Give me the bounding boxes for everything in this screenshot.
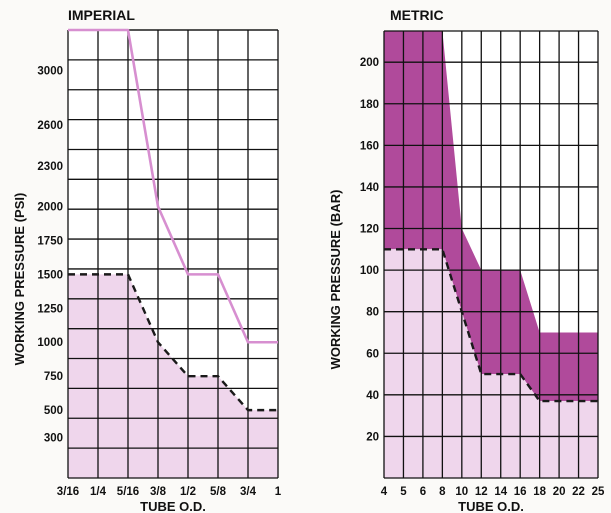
panel-2-lower-fill-area [384,249,598,478]
panel-1-y-tick-label: 500 [44,405,63,417]
panel-2-y-tick-label: 40 [366,390,379,402]
panel-2-x-axis-title: TUBE O.D. [458,499,524,513]
panel-1-y-tick-label: 1500 [37,269,63,281]
panel-2-y-tick-label: 80 [366,307,379,319]
panel-2-x-tick-label: 22 [572,486,585,498]
panel-1-y-tick-label: 3000 [37,66,63,78]
panel-2-y-tick-label: 160 [360,140,379,152]
panel-2-x-tick-label: 5 [400,486,407,498]
panel-2-y-axis-title: WORKING PRESSURE (BAR) [328,190,343,370]
panel-2-y-tick-label: 200 [360,57,379,69]
panel-1-y-tick-label: 750 [44,371,63,383]
panel-1-x-axis-title: TUBE O.D. [140,499,206,513]
panel-1-y-tick-label: 2000 [37,201,63,213]
panel-1-x-tick-label: 1/4 [90,486,107,498]
panel-2-x-tick-label: 12 [475,486,488,498]
panel-1-x-tick-label: 1/2 [180,486,196,498]
panel-1-y-tick-label: 1750 [37,235,63,247]
panel-2-x-tick-label: 6 [420,486,426,498]
panel-1-x-tick-label: 3/16 [57,486,79,498]
panel-1-y-tick-label: 2300 [37,161,63,173]
panel-1-max-pressure-line [68,28,278,344]
panel-1-dashed-pressure-line [68,273,278,412]
panel-2-x-tick-label: 20 [553,486,566,498]
panel-2-x-tick-label: 4 [381,486,388,498]
panel-1-lower-fill-area [68,274,278,478]
panel-1-title: IMPERIAL [68,7,135,23]
panel-2-x-tick-label: 10 [455,486,468,498]
panel-1-y-axis-title: WORKING PRESSURE (PSI) [12,193,27,366]
panel-2-x-tick-label: 8 [439,486,446,498]
panel-2-y-tick-label: 20 [366,431,379,443]
panel-2-x-tick-label: 14 [494,486,507,498]
panel-1-x-tick-label: 1 [275,486,282,498]
panel-1-x-tick-label: 5/8 [210,486,227,498]
panel-1-y-tick-label: 1000 [37,337,63,349]
panel-1-y-tick-label: 2600 [37,120,63,132]
panel-2-y-tick-label: 100 [360,265,379,277]
panel-1-x-tick-label: 5/16 [117,486,139,498]
panel-1-y-tick-label: 300 [44,432,63,444]
panel-1-x-tick-label: 3/4 [240,486,257,498]
panel-2-x-tick-label: 25 [592,486,605,498]
panel-2-x-tick-label: 16 [514,486,527,498]
panel-2-y-tick-label: 180 [360,99,379,111]
panel-2-y-tick-label: 60 [366,348,379,360]
panel-2-y-tick-label: 140 [360,182,379,194]
panel-2-y-tick-label: 120 [360,224,379,236]
panel-2-x-tick-label: 18 [533,486,546,498]
panel-1-x-tick-label: 3/8 [150,486,167,498]
panel-1-y-tick-label: 1250 [37,303,63,315]
panel-2-upper-band-area [384,31,598,402]
panel-2-dashed-pressure-line [384,248,598,403]
panel-2-title: METRIC [390,7,444,23]
